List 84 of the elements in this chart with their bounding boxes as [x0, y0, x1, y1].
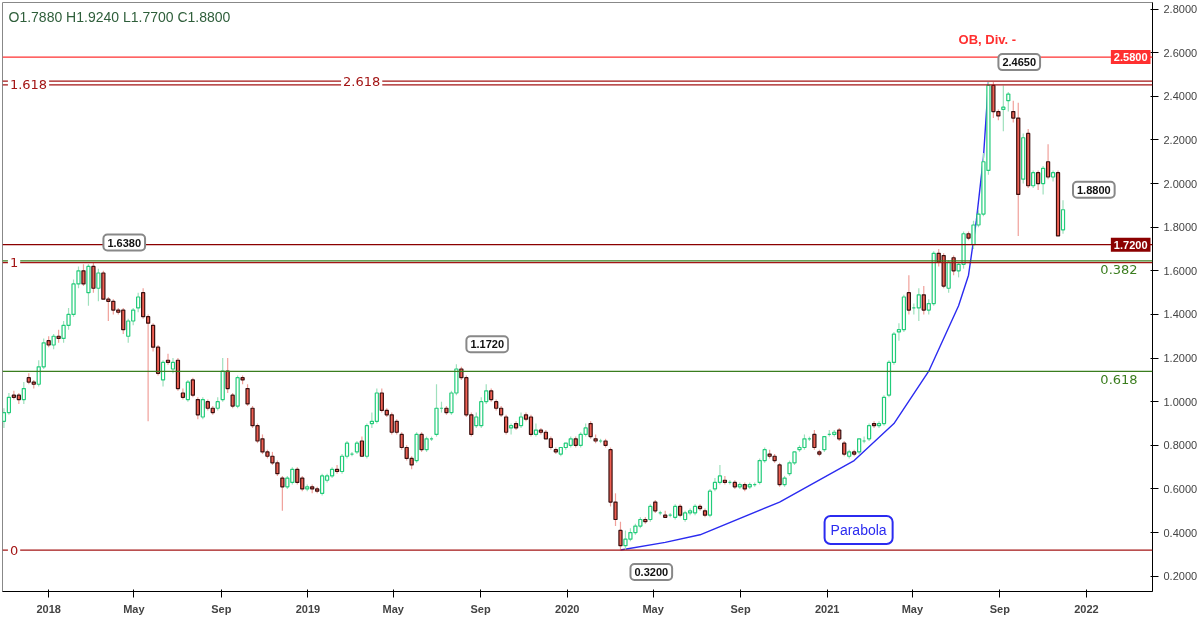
y-tick-label: 1.8000 — [1163, 221, 1198, 234]
candlestick — [225, 357, 230, 394]
y-tick-label: 2.8000 — [1163, 3, 1198, 16]
y-tick-label: 1.0000 — [1163, 395, 1198, 408]
candlestick — [508, 422, 514, 436]
x-tick-label: May — [901, 602, 924, 615]
candlestick — [359, 436, 365, 457]
candlestick — [200, 396, 205, 420]
candlestick — [951, 254, 956, 276]
candlestick — [921, 285, 926, 316]
candlestick — [1060, 199, 1066, 235]
candlestick — [777, 462, 782, 488]
candlestick — [96, 268, 101, 302]
annotation: OB, Div. - — [958, 32, 1017, 48]
candlestick — [320, 473, 325, 497]
x-tick-label: Sep — [211, 602, 232, 615]
y-tick-label: 1.2000 — [1163, 352, 1198, 365]
candlestick — [141, 287, 146, 320]
y-tick-label: 1.6000 — [1163, 264, 1198, 277]
annotation: 0.3200 — [634, 566, 669, 579]
candlestick — [195, 396, 200, 420]
candlestick — [1006, 91, 1011, 113]
candlestick — [1045, 143, 1051, 180]
candlestick — [528, 414, 534, 438]
candlestick — [160, 359, 166, 388]
x-tick-label: Sep — [470, 602, 491, 615]
annotation: 1.6380 — [107, 236, 142, 249]
x-tick-label: May — [382, 602, 405, 615]
ref-line-label: 2.5800 — [1113, 51, 1148, 64]
candlestick — [916, 287, 921, 322]
candlestick — [707, 488, 713, 518]
x-tick-label: May — [123, 602, 146, 615]
candlestick — [280, 475, 285, 512]
x-tick-label: 2019 — [295, 602, 321, 615]
candlestick — [618, 521, 623, 551]
text: Parabola — [830, 522, 887, 539]
y-tick-label: 2.6000 — [1163, 46, 1198, 59]
candlestick — [717, 464, 723, 486]
candlestick — [1001, 84, 1006, 132]
annotation: 0.618 — [1100, 372, 1138, 388]
annotation: 2.4650 — [1002, 56, 1037, 69]
x-tick-label: Sep — [730, 602, 751, 615]
candlestick — [419, 431, 424, 453]
candlestick — [11, 390, 17, 401]
candlestick — [812, 429, 817, 451]
y-tick-label: 0.4000 — [1163, 526, 1198, 539]
candlestick — [190, 377, 196, 398]
annotation: 1.8800 — [1077, 183, 1111, 196]
y-tick-label: 0.2000 — [1163, 570, 1198, 583]
y-tick-label: 2.4000 — [1163, 90, 1198, 103]
candlestick — [21, 381, 26, 405]
candlestick — [697, 503, 703, 512]
candlestick — [503, 414, 509, 436]
annotation: 0 — [9, 542, 19, 558]
annotation: 1.1720 — [470, 338, 505, 351]
y-tick-label: 1.4000 — [1163, 308, 1198, 321]
x-tick-label: 2022 — [1074, 602, 1099, 615]
annotation: 1.618 — [9, 77, 48, 93]
x-tick-label: May — [642, 602, 665, 615]
candlestick — [334, 464, 340, 475]
candlestick — [165, 353, 171, 366]
candlestick — [871, 420, 877, 429]
candlestick — [81, 263, 86, 287]
y-tick-label: 2.0000 — [1163, 177, 1198, 190]
candlestick — [722, 475, 728, 486]
annotation: O1.7880 H1.9240 L1.7700 C1.8800 — [8, 8, 231, 25]
candlestick — [1040, 165, 1046, 196]
candlestick — [136, 292, 141, 313]
y-tick-label: 2.2000 — [1163, 133, 1198, 146]
candlestick — [1036, 169, 1041, 191]
annotation: 1 — [9, 255, 19, 271]
ref-line-label: 1.7200 — [1113, 238, 1148, 251]
candlestick — [906, 274, 911, 316]
x-tick-label: 2021 — [814, 602, 840, 615]
candlestick — [185, 379, 191, 403]
annotation: 2.618 — [343, 73, 381, 89]
annotation: 0.382 — [1100, 261, 1138, 277]
y-tick-label: 0.8000 — [1163, 439, 1198, 452]
y-tick-label: 0.6000 — [1163, 482, 1198, 495]
candlestick — [91, 261, 96, 294]
x-tick-label: Sep — [989, 602, 1011, 615]
candlestick — [245, 383, 250, 407]
x-tick-label: 2020 — [554, 602, 580, 615]
x-tick-label: 2018 — [36, 602, 61, 615]
